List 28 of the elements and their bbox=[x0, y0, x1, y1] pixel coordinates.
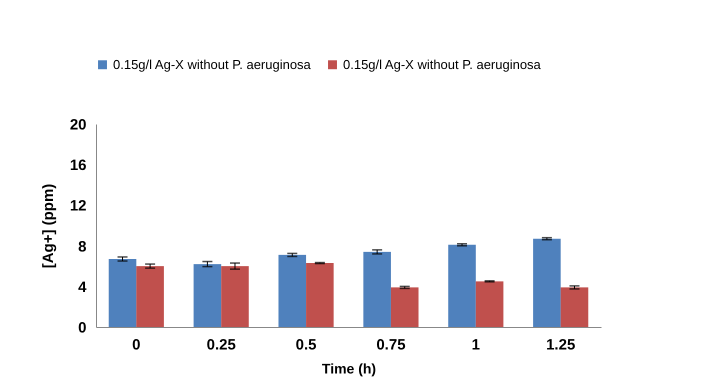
bar bbox=[390, 287, 419, 327]
x-axis-title: Time (h) bbox=[322, 360, 376, 376]
y-tick-label: 8 bbox=[78, 238, 86, 256]
bar bbox=[363, 252, 391, 327]
bar bbox=[194, 264, 222, 327]
y-tick-label: 20 bbox=[70, 116, 86, 134]
bar bbox=[448, 244, 476, 327]
x-tick-label: 0.25 bbox=[206, 336, 236, 354]
bar bbox=[560, 287, 588, 327]
y-tick-label: 4 bbox=[78, 278, 88, 296]
y-tick-label: 12 bbox=[70, 198, 86, 215]
x-tick-label: 0.5 bbox=[296, 336, 316, 354]
bar bbox=[108, 258, 136, 327]
bar bbox=[306, 263, 334, 327]
x-tick-label: 0.75 bbox=[376, 336, 406, 354]
bar bbox=[278, 254, 306, 327]
y-tick-label: 16 bbox=[70, 157, 86, 174]
legend-label: 0.15g/l Ag-X without P. aeruginosa bbox=[343, 56, 542, 72]
legend-label: 0.15g/l Ag-X without P. aeruginosa bbox=[113, 56, 312, 72]
bar bbox=[221, 266, 249, 327]
bar bbox=[136, 266, 164, 327]
y-tick-label: 0 bbox=[78, 320, 86, 336]
y-axis-title: [Ag+] (ppm) bbox=[40, 184, 57, 268]
x-tick-label: 0 bbox=[132, 336, 140, 354]
bar bbox=[476, 281, 504, 327]
bar bbox=[533, 238, 561, 327]
x-tick-label: 1 bbox=[472, 336, 480, 354]
x-tick-label: 1.25 bbox=[546, 336, 576, 354]
